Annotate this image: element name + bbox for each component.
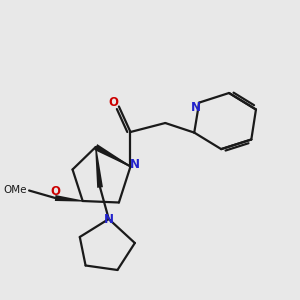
Polygon shape [55, 195, 83, 202]
Text: N: N [104, 213, 114, 226]
Polygon shape [94, 144, 131, 167]
Text: N: N [191, 101, 201, 114]
Text: O: O [51, 185, 61, 198]
Polygon shape [95, 147, 103, 188]
Text: N: N [130, 158, 140, 171]
Text: O: O [109, 96, 119, 109]
Text: OMe: OMe [3, 185, 27, 195]
